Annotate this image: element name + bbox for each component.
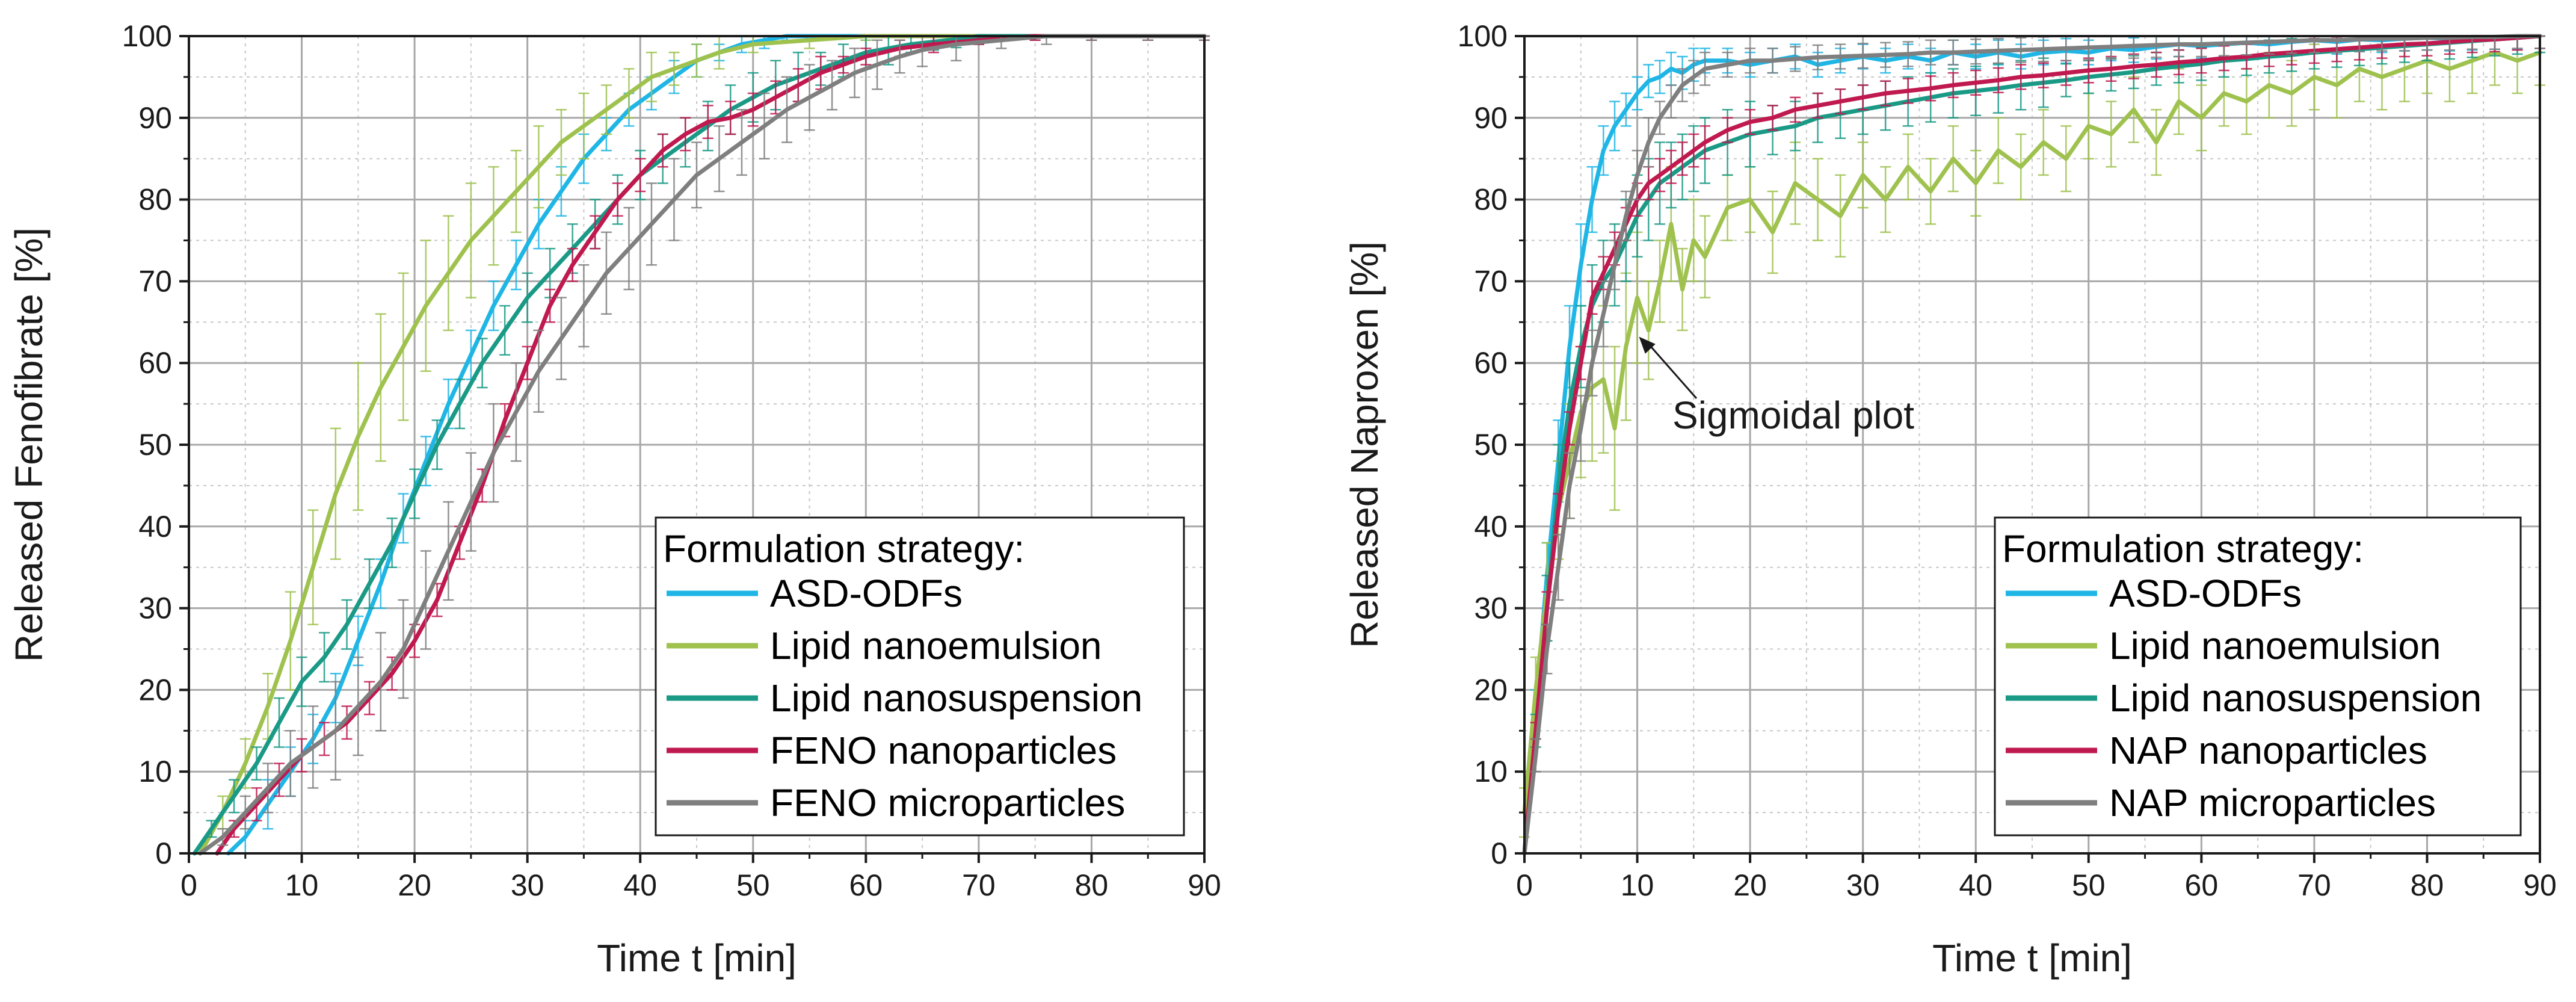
annotation-arrow-line (1648, 344, 1698, 399)
y-tick-label: 60 (1474, 346, 1508, 380)
legend-title: Formulation strategy: (663, 527, 1025, 571)
y-tick-label: 100 (122, 19, 172, 53)
y-tick-label: 80 (138, 183, 172, 217)
x-tick-label: 30 (1846, 868, 1880, 902)
x-tick-label: 50 (2072, 868, 2106, 902)
y-tick-label: 20 (138, 673, 172, 707)
x-tick-label: 0 (1516, 868, 1533, 902)
axes: 0 10 20 30 40 50 60 70 80 90 0 10 20 30 40 50 60 70 80 90 10… (122, 19, 1221, 902)
x-tick-label: 20 (398, 868, 431, 902)
x-tick-label: 70 (2297, 868, 2331, 902)
y-tick-label: 40 (1474, 510, 1508, 543)
y-tick-label: 20 (1474, 673, 1508, 707)
legend-entry: FENO microparticles (770, 781, 1125, 824)
x-tick-label: 90 (2523, 868, 2557, 902)
y-tick-label: 0 (1491, 837, 1508, 870)
legend-entry: NAP microparticles (2109, 781, 2436, 824)
x-tick-label: 80 (2411, 868, 2444, 902)
legend-entry: ASD-ODFs (2109, 572, 2302, 615)
y-tick-label: 40 (138, 510, 172, 543)
x-tick-label: 80 (1075, 868, 1109, 902)
axes: 0 10 20 30 40 50 60 70 80 90 0 10 20 30 40 50 60 70 80 90 10… (1458, 19, 2557, 902)
y-tick-label: 10 (138, 755, 172, 788)
x-tick-label: 50 (736, 868, 770, 902)
legend-entry: Lipid nanoemulsion (2109, 624, 2441, 667)
legend-box (655, 516, 1185, 837)
legend-entry: ASD-ODFs (770, 572, 963, 615)
x-tick-label: 10 (1621, 868, 1654, 902)
legend-entry: Lipid nanosuspension (2109, 676, 2482, 720)
annotation-text: Sigmoidal plot (1672, 394, 1914, 437)
y-tick-label: 30 (138, 592, 172, 625)
y-tick-label: 70 (138, 264, 172, 298)
y-tick-label: 60 (138, 346, 172, 380)
legend-entry: Lipid nanosuspension (770, 676, 1142, 720)
legend-entry: Lipid nanoemulsion (770, 624, 1102, 667)
chart-naproxen: 0 10 20 30 40 50 60 70 80 90 0 10 20 30 40 50 60 70 80 90 10… (1343, 19, 2557, 980)
series-line (1522, 34, 2542, 856)
y-tick-label: 80 (1474, 183, 1508, 217)
legend-entry: FENO nanoparticles (770, 729, 1117, 772)
series-line (1522, 50, 2542, 815)
x-tick-label: 40 (1959, 868, 1992, 902)
x-axis-title: Time t [min] (597, 936, 797, 980)
chart-fenofibrate: 0 10 20 30 40 50 60 70 80 90 0 10 20 30 40 50 60 70 80 90 10… (7, 19, 1221, 980)
series-feno-microparticles (198, 34, 1210, 856)
legend: Formulation strategy:ASD-ODFs Lipid nanoe… (1994, 516, 2522, 837)
y-tick-label: 10 (1474, 755, 1508, 788)
x-tick-label: 70 (962, 868, 996, 902)
legend: Formulation strategy:ASD-ODFs Lipid nanoe… (655, 516, 1185, 837)
y-tick-label: 50 (138, 428, 172, 462)
legend-box (1994, 516, 2522, 837)
x-tick-label: 30 (511, 868, 544, 902)
series-line (198, 34, 1207, 856)
x-tick-label: 20 (1733, 868, 1767, 902)
x-tick-label: 0 (180, 868, 197, 902)
y-tick-label: 90 (138, 101, 172, 135)
y-tick-label: 30 (1474, 592, 1508, 625)
y-tick-label: 70 (1474, 264, 1508, 298)
x-tick-label: 60 (849, 868, 883, 902)
legend-entry: NAP nanoparticles (2109, 729, 2427, 772)
y-tick-label: 0 (155, 837, 172, 870)
y-tick-label: 100 (1458, 19, 1508, 53)
y-tick-label: 50 (1474, 428, 1508, 462)
series-nap-microparticles (1522, 34, 2545, 856)
x-tick-label: 40 (623, 868, 657, 902)
x-tick-label: 60 (2185, 868, 2219, 902)
y-tick-label: 90 (1474, 101, 1508, 135)
series-line (198, 34, 1207, 856)
legend-title: Formulation strategy: (2002, 527, 2364, 571)
y-axis-title: Released Naproxen [%] (1343, 241, 1386, 648)
annotation-arrowhead (1639, 336, 1656, 354)
y-axis-title: Released Fenofibrate [%] (7, 227, 51, 662)
annotation: Sigmoidal plot (1639, 336, 1914, 437)
x-tick-label: 10 (285, 868, 319, 902)
x-axis-title: Time t [min] (1932, 936, 2132, 980)
x-tick-label: 90 (1188, 868, 1221, 902)
